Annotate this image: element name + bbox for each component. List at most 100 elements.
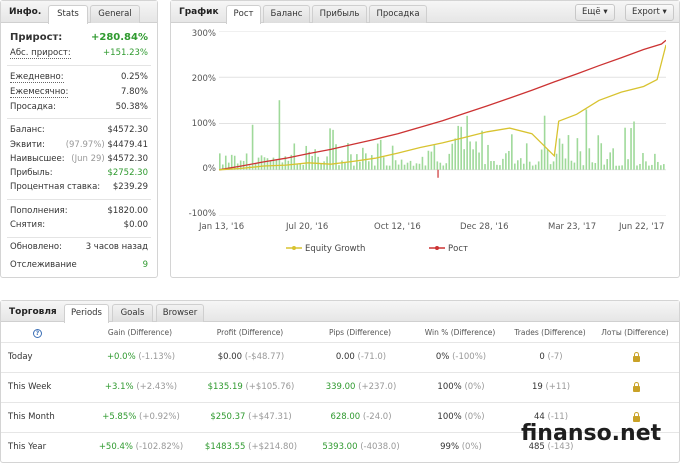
volume-bar bbox=[409, 160, 412, 170]
info-icon[interactable]: ? bbox=[33, 329, 42, 338]
interest-row: Процентная ставка: $239.29 bbox=[10, 182, 148, 194]
volume-bar bbox=[531, 165, 534, 170]
volume-bar bbox=[239, 160, 242, 170]
gain-diff: (-102.82%) bbox=[135, 442, 184, 452]
growth-chart bbox=[219, 31, 666, 216]
volume-bar bbox=[469, 141, 471, 170]
tracking-value[interactable]: 9 bbox=[142, 260, 148, 270]
tab-balance[interactable]: Баланс bbox=[263, 5, 310, 23]
trading-title: Торговля bbox=[9, 307, 57, 317]
volume-bar bbox=[618, 165, 620, 170]
volume-bar bbox=[519, 158, 522, 170]
volume-bar bbox=[499, 165, 501, 170]
tab-browser[interactable]: Browser bbox=[156, 304, 204, 322]
volume-bar bbox=[397, 164, 400, 170]
volume-bar bbox=[391, 145, 394, 170]
pips-diff: (-4038.0) bbox=[360, 442, 400, 452]
volume-bar bbox=[454, 138, 457, 170]
col-pips-header: Pips (Difference) bbox=[328, 328, 391, 337]
win-value: 0% bbox=[435, 352, 450, 362]
win-value: 100% bbox=[437, 382, 462, 392]
volume-bar bbox=[543, 115, 546, 170]
tab-goals[interactable]: Goals bbox=[112, 304, 153, 322]
volume-bar bbox=[561, 143, 564, 170]
volume-bar bbox=[421, 156, 424, 170]
legend-swatch-equity bbox=[286, 246, 302, 250]
volume-bar bbox=[660, 165, 662, 170]
x-tick-label: Dec 28, '16 bbox=[460, 222, 509, 232]
pips-value: 0.00 bbox=[335, 352, 355, 362]
volume-bar bbox=[600, 143, 603, 170]
volume-bar bbox=[663, 164, 665, 170]
stats-title: Инфо. bbox=[9, 7, 42, 17]
tab-profit[interactable]: Прибыль bbox=[312, 5, 367, 23]
volume-bar bbox=[546, 149, 549, 170]
growth-value: +280.84% bbox=[91, 32, 148, 43]
deposits-label: Пополнения: bbox=[10, 206, 68, 216]
gain-diff: (+2.43%) bbox=[136, 382, 178, 392]
table-row: This Year +50.4% (-102.82%) $1483.55 (+$… bbox=[1, 432, 679, 462]
withdrawals-value: $0.00 bbox=[123, 220, 148, 230]
volume-bar bbox=[368, 161, 370, 170]
monthly-label[interactable]: Ежемесячно: bbox=[10, 87, 69, 98]
volume-bar bbox=[308, 151, 310, 170]
chart-panel: График Рост Баланс Прибыль Просадка Ещё … bbox=[170, 0, 680, 278]
drawdown-value: 50.38% bbox=[115, 102, 148, 112]
volume-bar bbox=[290, 154, 293, 170]
y-tick-label: 200% bbox=[191, 74, 216, 84]
volume-bar bbox=[245, 153, 248, 170]
abs-growth-value: +151.23% bbox=[103, 48, 148, 58]
volume-bar bbox=[233, 155, 236, 170]
volume-bar bbox=[370, 155, 373, 170]
pips-value: 339.00 bbox=[325, 382, 356, 392]
pips-diff: (+237.0) bbox=[358, 382, 397, 392]
tab-stats[interactable]: Stats bbox=[48, 5, 88, 24]
volume-bar bbox=[427, 150, 430, 170]
volume-bar bbox=[445, 163, 448, 170]
volume-bar bbox=[609, 152, 611, 170]
volume-bar bbox=[549, 164, 552, 170]
volume-bar bbox=[642, 152, 644, 170]
volume-bar bbox=[525, 143, 528, 170]
volume-bar bbox=[373, 165, 376, 170]
volume-bar bbox=[603, 164, 606, 170]
tracking-label: Отслеживание bbox=[10, 260, 77, 270]
export-button[interactable]: Export ▾ bbox=[625, 4, 674, 21]
volume-bar bbox=[394, 160, 397, 170]
volume-bar bbox=[612, 148, 614, 170]
profit-value: $0.00 bbox=[217, 352, 243, 362]
abs-growth-label[interactable]: Абс. прирост: bbox=[10, 48, 71, 59]
tab-drawdown[interactable]: Просадка bbox=[369, 5, 427, 23]
equity-value: $4479.41 bbox=[107, 140, 148, 150]
profit-value: $1483.55 bbox=[204, 442, 246, 452]
drawdown-label: Просадка: bbox=[10, 102, 56, 112]
more-button[interactable]: Ещё ▾ bbox=[575, 4, 615, 21]
abs-growth-row: Абс. прирост: +151.23% bbox=[10, 48, 148, 60]
pips-diff: (-24.0) bbox=[362, 412, 392, 422]
monthly-row: Ежемесячно: 7.80% bbox=[10, 87, 148, 99]
highest-note: (Jun 29) bbox=[71, 154, 105, 164]
volume-bar bbox=[356, 154, 358, 170]
volume-bar bbox=[630, 128, 632, 170]
tab-growth[interactable]: Рост bbox=[226, 5, 261, 24]
volume-bar bbox=[379, 139, 382, 170]
trades-value: 19 bbox=[531, 382, 543, 392]
trading-header: Торговля Periods Goals Browser bbox=[1, 301, 679, 323]
volume-bar bbox=[299, 163, 302, 170]
tab-general[interactable]: General bbox=[90, 5, 140, 23]
chart-panel-title: График bbox=[179, 7, 219, 17]
tab-periods[interactable]: Periods bbox=[64, 304, 109, 323]
daily-label[interactable]: Ежедневно: bbox=[10, 72, 64, 83]
volume-bar bbox=[508, 150, 510, 170]
volume-bar bbox=[651, 164, 653, 170]
lock-icon[interactable] bbox=[633, 412, 640, 422]
volume-bar bbox=[385, 165, 388, 170]
lock-icon[interactable] bbox=[633, 352, 640, 362]
legend-equity-growth[interactable]: Equity Growth bbox=[305, 244, 366, 254]
legend-growth[interactable]: Рост bbox=[448, 244, 468, 254]
volume-bar bbox=[528, 161, 531, 170]
lock-icon[interactable] bbox=[633, 382, 640, 392]
profit-label: Прибыль: bbox=[10, 168, 53, 178]
monthly-value: 7.80% bbox=[120, 87, 148, 97]
volume-bar bbox=[636, 165, 638, 170]
